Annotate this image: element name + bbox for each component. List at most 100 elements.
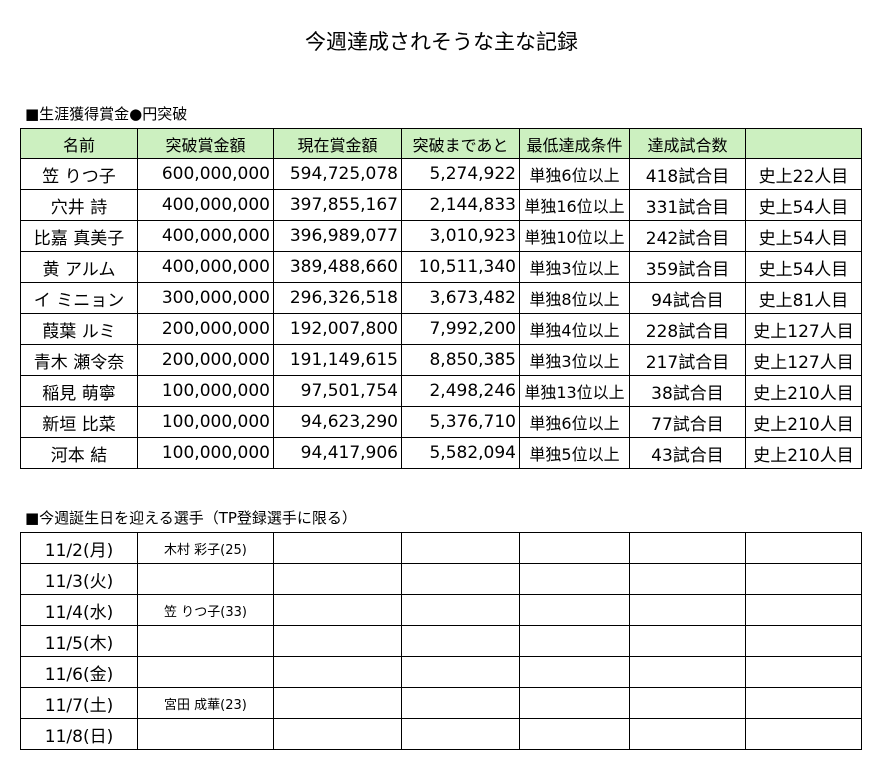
empty-cell <box>745 594 862 626</box>
birthday-date-cell: 11/5(木) <box>20 625 138 657</box>
empty-cell <box>629 718 746 750</box>
record-rank-cell: 史上210人目 <box>745 406 862 438</box>
empty-cell <box>519 687 630 719</box>
player-name-cell: 葭葉 ルミ <box>20 313 138 345</box>
threshold-amount-cell: 300,000,000 <box>137 282 274 314</box>
record-rank-cell: 史上54人目 <box>745 220 862 252</box>
games-count-cell: 43試合目 <box>629 437 746 469</box>
threshold-amount-cell: 400,000,000 <box>137 189 274 221</box>
empty-cell <box>401 687 520 719</box>
column-header: 現在賞金額 <box>273 128 402 159</box>
birthday-date-cell: 11/7(土) <box>20 687 138 719</box>
remaining-amount-cell: 5,582,094 <box>401 437 520 469</box>
column-header: 達成試合数 <box>629 128 746 159</box>
empty-cell <box>629 563 746 595</box>
threshold-amount-cell: 600,000,000 <box>137 158 274 190</box>
birthday-player-cell: 木村 彩子(25) <box>137 532 274 564</box>
table-row: イ ミニョン 300,000,000 296,326,518 3,673,482 単独8… <box>20 282 862 314</box>
threshold-amount-cell: 400,000,000 <box>137 220 274 252</box>
table-row: 穴井 詩 400,000,000 397,855,167 2,144,833 単独16位… <box>20 189 862 221</box>
games-count-cell: 217試合目 <box>629 344 746 376</box>
player-name-cell: 笠 りつ子 <box>20 158 138 190</box>
record-rank-cell: 史上54人目 <box>745 251 862 283</box>
player-name-cell: 河本 結 <box>20 437 138 469</box>
table-row: 新垣 比菜 100,000,000 94,623,290 5,376,710 単独6位以… <box>20 406 862 438</box>
empty-cell <box>401 718 520 750</box>
empty-cell <box>401 656 520 688</box>
threshold-amount-cell: 100,000,000 <box>137 437 274 469</box>
empty-cell <box>273 532 402 564</box>
table-row: 11/4(水) 笠 りつ子(33) <box>20 594 862 626</box>
column-header: 突破賞金額 <box>137 128 274 159</box>
threshold-amount-cell: 100,000,000 <box>137 406 274 438</box>
birthday-player-cell <box>137 656 274 688</box>
empty-cell <box>629 625 746 657</box>
threshold-amount-cell: 200,000,000 <box>137 344 274 376</box>
current-earnings-cell: 94,417,906 <box>273 437 402 469</box>
birthday-player-cell <box>137 625 274 657</box>
section-label-career-earnings: ■生涯獲得賞金●円突破 <box>25 105 188 123</box>
table-row: 11/2(月) 木村 彩子(25) <box>20 532 862 564</box>
column-header: 名前 <box>20 128 138 159</box>
current-earnings-cell: 396,989,077 <box>273 220 402 252</box>
birthday-table: 11/2(月) 木村 彩子(25) 11/3(火) 11/4(水) 笠 りつ子(33) 1… <box>20 532 862 750</box>
empty-cell <box>401 532 520 564</box>
record-rank-cell: 史上127人目 <box>745 313 862 345</box>
empty-cell <box>519 563 630 595</box>
birthday-player-cell <box>137 718 274 750</box>
games-count-cell: 228試合目 <box>629 313 746 345</box>
min-condition-cell: 単独5位以上 <box>519 437 630 469</box>
min-condition-cell: 単独6位以上 <box>519 406 630 438</box>
empty-cell <box>519 625 630 657</box>
empty-cell <box>519 594 630 626</box>
empty-cell <box>273 594 402 626</box>
empty-cell <box>745 563 862 595</box>
empty-cell <box>273 718 402 750</box>
table-row: 葭葉 ルミ 200,000,000 192,007,800 7,992,200 単独4位… <box>20 313 862 345</box>
empty-cell <box>745 718 862 750</box>
empty-cell <box>629 687 746 719</box>
table-row: 11/5(木) <box>20 625 862 657</box>
empty-cell <box>629 656 746 688</box>
min-condition-cell: 単独10位以上 <box>519 220 630 252</box>
column-header: 最低達成条件 <box>519 128 630 159</box>
table-header-row: 名前 突破賞金額 現在賞金額 突破まであと 最低達成条件 達成試合数 <box>20 128 862 159</box>
birthday-date-cell: 11/4(水) <box>20 594 138 626</box>
record-rank-cell: 史上54人目 <box>745 189 862 221</box>
empty-cell <box>629 532 746 564</box>
games-count-cell: 38試合目 <box>629 375 746 407</box>
empty-cell <box>273 656 402 688</box>
empty-cell <box>401 594 520 626</box>
record-rank-cell: 史上22人目 <box>745 158 862 190</box>
current-earnings-cell: 97,501,754 <box>273 375 402 407</box>
column-header: 突破まであと <box>401 128 520 159</box>
table-row: 笠 りつ子 600,000,000 594,725,078 5,274,922 単独6位… <box>20 158 862 190</box>
games-count-cell: 418試合目 <box>629 158 746 190</box>
empty-cell <box>629 594 746 626</box>
birthday-player-cell: 宮田 成華(23) <box>137 687 274 719</box>
table-row: 11/3(火) <box>20 563 862 595</box>
empty-cell <box>745 687 862 719</box>
games-count-cell: 77試合目 <box>629 406 746 438</box>
player-name-cell: イ ミニョン <box>20 282 138 314</box>
record-rank-cell: 史上127人目 <box>745 344 862 376</box>
empty-cell <box>745 625 862 657</box>
birthday-date-cell: 11/6(金) <box>20 656 138 688</box>
remaining-amount-cell: 5,376,710 <box>401 406 520 438</box>
record-rank-cell: 史上210人目 <box>745 437 862 469</box>
games-count-cell: 359試合目 <box>629 251 746 283</box>
player-name-cell: 青木 瀬令奈 <box>20 344 138 376</box>
remaining-amount-cell: 5,274,922 <box>401 158 520 190</box>
table-row: 稲見 萌寧 100,000,000 97,501,754 2,498,246 単独13位… <box>20 375 862 407</box>
current-earnings-cell: 296,326,518 <box>273 282 402 314</box>
birthday-date-cell: 11/3(火) <box>20 563 138 595</box>
player-name-cell: 新垣 比菜 <box>20 406 138 438</box>
player-name-cell: 稲見 萌寧 <box>20 375 138 407</box>
birthday-date-cell: 11/8(日) <box>20 718 138 750</box>
remaining-amount-cell: 2,498,246 <box>401 375 520 407</box>
remaining-amount-cell: 2,144,833 <box>401 189 520 221</box>
table-row: 11/8(日) <box>20 718 862 750</box>
player-name-cell: 穴井 詩 <box>20 189 138 221</box>
min-condition-cell: 単独8位以上 <box>519 282 630 314</box>
record-rank-cell: 史上210人目 <box>745 375 862 407</box>
